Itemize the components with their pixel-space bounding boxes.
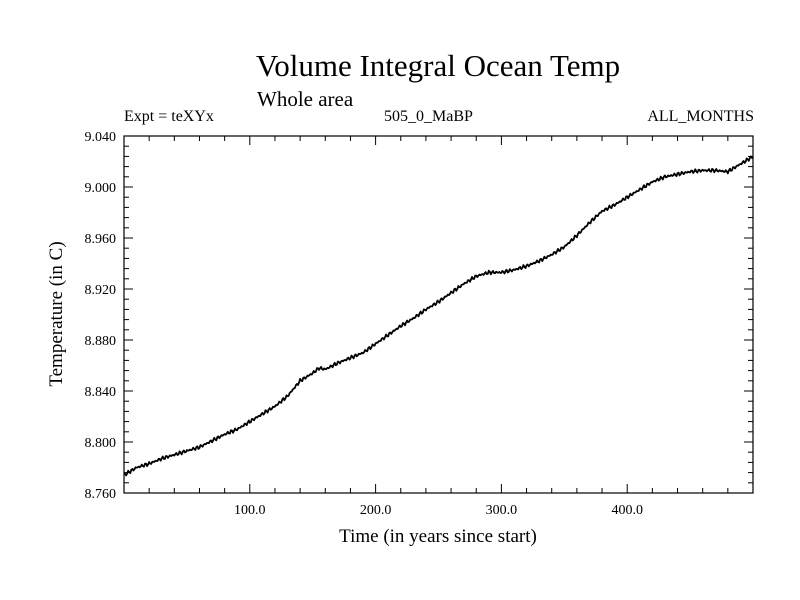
y-tick-label: 9.000 — [85, 181, 117, 196]
y-axis-label: Temperature (in C) — [46, 241, 67, 386]
chart-title: Volume Integral Ocean Temp — [255, 48, 621, 83]
experiment-label: Expt = teXYx — [124, 108, 214, 125]
months-label: ALL_MONTHS — [647, 108, 754, 125]
x-axis-label: Time (in years since start) — [339, 526, 537, 547]
y-tick-label: 8.960 — [85, 232, 117, 247]
plot-frame — [123, 135, 754, 494]
x-tick-label: 300.0 — [486, 503, 518, 518]
ticks-layer: 100.0 200.0 300.0 400.0 8.760 8.800 8.840 8.880… — [85, 130, 753, 518]
x-tick-label: 400.0 — [611, 503, 643, 518]
chart-subtitle: Whole area — [257, 87, 354, 111]
y-tick-label: 9.040 — [85, 130, 117, 145]
y-tick-label: 8.880 — [85, 334, 117, 349]
x-tick-label: 100.0 — [234, 503, 266, 518]
y-tick-label: 8.840 — [85, 385, 117, 400]
y-tick-label: 8.920 — [85, 283, 117, 298]
y-tick-label: 8.760 — [85, 487, 117, 502]
series-line — [123, 155, 754, 477]
y-tick-label: 8.800 — [85, 436, 117, 451]
x-tick-label: 200.0 — [360, 503, 392, 518]
period-label: 505_0_MaBP — [384, 108, 473, 125]
